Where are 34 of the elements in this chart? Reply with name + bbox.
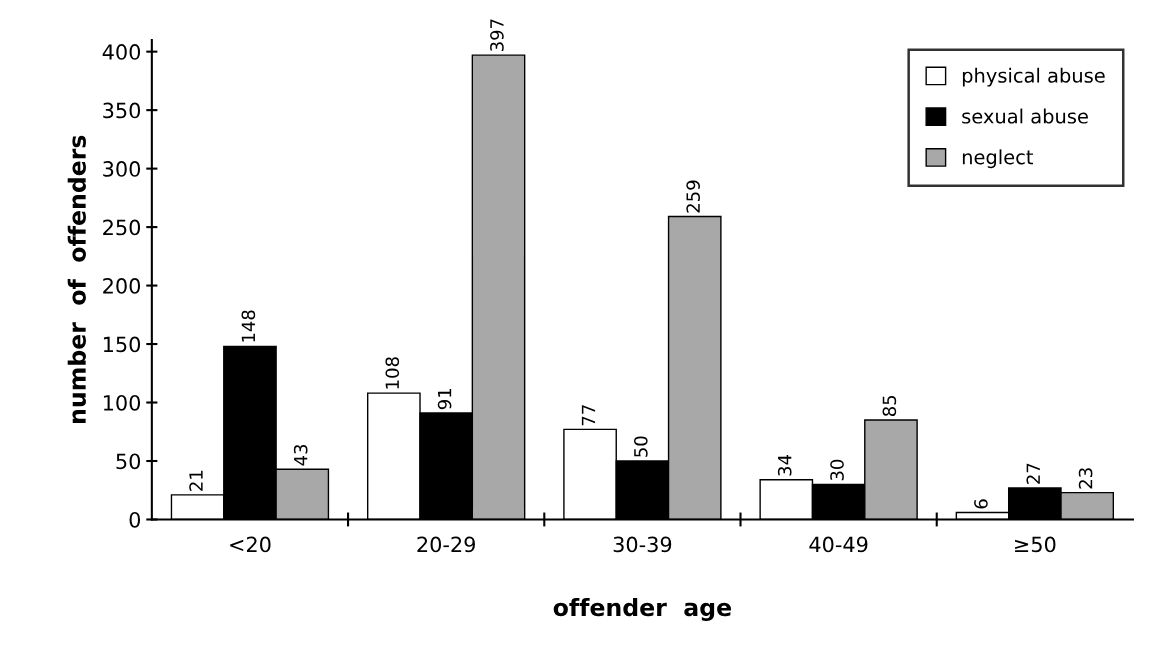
legend-label: neglect: [962, 149, 1034, 169]
data-label: 77: [581, 405, 596, 426]
y-tick-label: 100: [103, 394, 141, 411]
data-label: 23: [1078, 468, 1093, 489]
data-label: 27: [1026, 463, 1040, 484]
y-tick-label: 300: [103, 161, 141, 177]
data-label: 85: [882, 395, 897, 417]
data-label: 34: [777, 454, 792, 476]
data-label: 21: [189, 470, 203, 491]
data-label: 259: [686, 180, 700, 213]
legend-label: physical abuse: [962, 67, 1105, 87]
x-tick-label: <20: [230, 536, 271, 553]
data-label: 43: [293, 444, 308, 466]
data-label: 148: [241, 310, 256, 342]
data-label: 50: [633, 436, 648, 457]
y-tick-label: 350: [103, 102, 141, 119]
y-tick-label: 400: [102, 44, 141, 60]
y-tick-label: 200: [103, 278, 141, 294]
legend-label: sexual abuse: [962, 108, 1088, 124]
y-tick-label: 0: [129, 511, 141, 528]
data-label: 30: [830, 459, 844, 481]
x-axis-title: offender age: [553, 597, 731, 622]
y-tick-label: 150: [103, 336, 141, 353]
y-axis-title: number of offenders: [67, 135, 86, 423]
x-tick-label: ≥50: [1015, 536, 1056, 553]
data-label: 6: [974, 499, 988, 509]
y-tick-label: 250: [103, 219, 141, 236]
data-label: 108: [385, 357, 400, 389]
y-tick-label: 50: [116, 453, 141, 470]
data-label: 91: [437, 388, 452, 410]
x-tick-label: 40-49: [809, 536, 868, 553]
x-tick-label: 30-39: [613, 536, 672, 553]
x-tick-label: 20-29: [417, 536, 475, 553]
data-label: 397: [490, 19, 504, 52]
